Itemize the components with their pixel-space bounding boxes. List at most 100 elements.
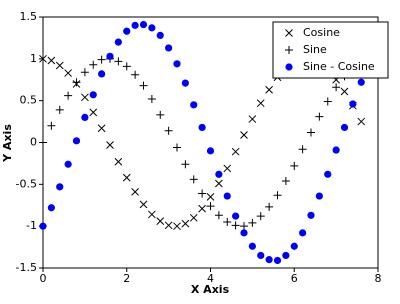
point <box>248 115 257 123</box>
y-tick-label: -1 <box>26 219 37 232</box>
point <box>198 123 206 132</box>
point <box>173 60 181 68</box>
point <box>248 218 257 227</box>
point <box>223 164 232 173</box>
point <box>173 143 181 152</box>
point <box>324 170 332 178</box>
point <box>164 126 173 135</box>
point <box>122 173 131 182</box>
point <box>240 229 248 237</box>
point <box>206 147 215 155</box>
point <box>256 212 265 221</box>
point <box>240 131 248 139</box>
point <box>81 113 89 121</box>
point <box>273 256 282 265</box>
point <box>332 146 340 154</box>
point <box>357 117 366 126</box>
point <box>223 217 232 226</box>
point <box>214 211 223 220</box>
point <box>131 188 139 196</box>
x-tick-label: 6 <box>291 272 298 285</box>
legend-label: Sine - Cosine <box>303 60 375 73</box>
point <box>332 83 341 92</box>
point <box>189 213 198 222</box>
point <box>190 101 198 109</box>
x-tick-label: 2 <box>123 272 130 285</box>
x-tick-label: 0 <box>40 272 47 285</box>
point <box>357 78 365 86</box>
point <box>257 251 265 260</box>
point <box>231 147 240 156</box>
point <box>290 242 298 250</box>
point <box>282 251 290 260</box>
point <box>165 44 173 52</box>
point <box>206 193 215 201</box>
point <box>81 93 89 102</box>
y-tick-label: 1.5 <box>20 10 38 23</box>
point <box>72 137 81 145</box>
y-tick-label: 0.5 <box>20 94 38 107</box>
x-tick-label: 4 <box>207 272 214 285</box>
point <box>265 256 273 264</box>
point <box>47 121 56 130</box>
point <box>39 54 47 63</box>
y-tick-label: -1.5 <box>16 261 37 274</box>
point <box>114 57 123 66</box>
point <box>307 128 315 137</box>
point <box>340 87 349 96</box>
point <box>307 211 315 219</box>
point <box>215 170 223 178</box>
point <box>265 202 274 211</box>
point <box>273 191 282 200</box>
point <box>156 110 165 119</box>
legend-marker <box>285 29 293 37</box>
point <box>89 91 97 99</box>
legend-marker <box>285 63 293 71</box>
point <box>148 24 156 32</box>
point <box>232 212 240 220</box>
point <box>72 78 81 87</box>
point <box>181 160 190 169</box>
point <box>231 221 240 230</box>
x-axis-title: X Axis <box>191 283 230 296</box>
point <box>181 79 189 87</box>
point <box>147 94 156 103</box>
point <box>181 219 190 228</box>
point <box>56 183 64 191</box>
point <box>148 210 156 219</box>
point <box>64 69 72 77</box>
x-tick-label: 8 <box>375 272 382 285</box>
point <box>299 229 307 237</box>
point <box>139 81 148 90</box>
point <box>298 145 307 154</box>
point <box>80 68 89 77</box>
point <box>64 91 73 100</box>
point <box>139 20 148 29</box>
point <box>106 52 114 60</box>
point <box>39 138 47 147</box>
y-tick-label: 1 <box>30 52 37 65</box>
point <box>131 70 140 79</box>
point <box>349 100 357 108</box>
point <box>198 204 206 213</box>
legend-label: Cosine <box>303 26 340 39</box>
point <box>55 105 64 114</box>
y-tick-label: 0 <box>30 136 37 149</box>
point <box>106 141 114 149</box>
point <box>97 124 106 133</box>
point <box>323 97 332 106</box>
point <box>206 202 215 211</box>
point <box>248 242 256 250</box>
point <box>156 217 165 226</box>
point <box>198 189 207 198</box>
point <box>55 61 64 70</box>
point <box>315 192 323 200</box>
point <box>39 222 47 230</box>
point <box>173 222 181 231</box>
legend-label: Sine <box>303 43 327 56</box>
point <box>340 123 349 132</box>
point <box>114 38 122 46</box>
point <box>265 85 273 94</box>
